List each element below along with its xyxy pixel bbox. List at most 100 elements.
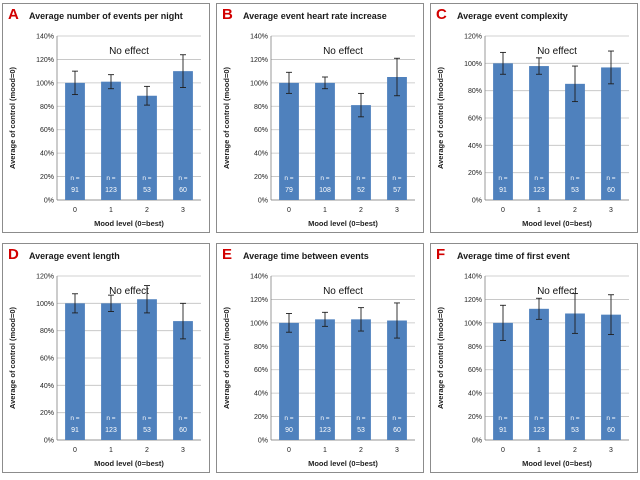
chart-panel-e: E Average time between events 0% 20% 40% 60… xyxy=(216,243,424,473)
x-tick-label: 1 xyxy=(323,207,327,214)
y-tick-label: 40% xyxy=(468,143,482,150)
y-tick-label: 60% xyxy=(254,367,268,374)
y-tick-label: 20% xyxy=(254,414,268,421)
n-value: 91 xyxy=(71,427,79,434)
y-tick-label: 100% xyxy=(250,80,268,87)
x-tick-label: 1 xyxy=(109,207,113,214)
y-axis-title: Average of control (mood=0) xyxy=(8,66,17,169)
bar xyxy=(315,82,335,200)
y-tick-label: 60% xyxy=(468,367,482,374)
bar xyxy=(137,95,157,200)
n-value: 52 xyxy=(357,187,365,194)
n-label: n = xyxy=(498,175,507,182)
x-tick-label: 2 xyxy=(145,447,149,454)
n-label: n = xyxy=(284,175,293,182)
y-tick-label: 40% xyxy=(40,151,54,158)
x-axis-title: Mood level (0=best) xyxy=(522,219,592,228)
bar xyxy=(137,299,157,440)
n-label: n = xyxy=(320,415,329,422)
n-label: n = xyxy=(534,415,543,422)
n-value: 90 xyxy=(285,427,293,434)
x-tick-label: 1 xyxy=(537,207,541,214)
chart-plot: 0% 20% 40% 60% 80% 100% 120% Average of control… xyxy=(436,34,629,228)
y-tick-label: 100% xyxy=(36,301,54,308)
y-tick-label: 100% xyxy=(464,320,482,327)
chart-title: Average event complexity xyxy=(457,11,568,21)
n-label: n = xyxy=(570,415,579,422)
y-axis-title: Average of control (mood=0) xyxy=(8,306,17,409)
bar xyxy=(279,322,299,440)
chart-annotation: No effect xyxy=(323,46,363,57)
chart-annotation: No effect xyxy=(537,46,577,57)
x-axis-title: Mood level (0=best) xyxy=(94,219,164,228)
panel-letter: F xyxy=(436,246,446,263)
y-tick-label: 20% xyxy=(468,414,482,421)
y-tick-label: 140% xyxy=(464,274,482,281)
chart-title: Average time of first event xyxy=(457,251,570,261)
y-axis-title: Average of control (mood=0) xyxy=(436,306,445,409)
x-axis-title: Mood level (0=best) xyxy=(522,459,592,468)
bar xyxy=(493,63,513,201)
y-axis-title: Average of control (mood=0) xyxy=(222,66,231,169)
x-tick-label: 1 xyxy=(109,447,113,454)
n-value: 57 xyxy=(393,187,401,194)
bar xyxy=(529,308,549,440)
chart-plot: 0% 20% 40% 60% 80% 100% 120% 140% Average of con… xyxy=(436,274,629,468)
panel-letter: E xyxy=(222,246,233,263)
y-tick-label: 40% xyxy=(40,383,54,390)
y-tick-label: 100% xyxy=(250,320,268,327)
x-tick-label: 2 xyxy=(359,207,363,214)
y-tick-label: 0% xyxy=(472,438,482,445)
n-value: 60 xyxy=(393,427,401,434)
n-label: n = xyxy=(534,175,543,182)
panel-letter: B xyxy=(222,6,233,23)
n-value: 123 xyxy=(105,187,117,194)
y-tick-label: 120% xyxy=(250,57,268,64)
x-axis-title: Mood level (0=best) xyxy=(308,459,378,468)
bar xyxy=(173,321,193,440)
n-value: 123 xyxy=(319,427,331,434)
x-tick-label: 2 xyxy=(573,447,577,454)
n-label: n = xyxy=(356,175,365,182)
y-tick-label: 60% xyxy=(40,356,54,363)
n-value: 60 xyxy=(179,187,187,194)
n-label: n = xyxy=(70,415,79,422)
y-tick-label: 120% xyxy=(250,297,268,304)
chart-plot: 0% 20% 40% 60% 80% 100% 120% Average of control… xyxy=(8,274,201,468)
n-label: n = xyxy=(178,415,187,422)
bar xyxy=(173,71,193,201)
n-label: n = xyxy=(498,415,507,422)
x-tick-label: 3 xyxy=(181,207,185,214)
n-label: n = xyxy=(142,415,151,422)
bar xyxy=(565,313,585,440)
y-axis-title: Average of control (mood=0) xyxy=(222,306,231,409)
chart-panel-c: C Average event complexity 0% 20% 40% 60% 80… xyxy=(430,3,638,233)
n-label: n = xyxy=(178,175,187,182)
n-label: n = xyxy=(392,415,401,422)
y-tick-label: 40% xyxy=(254,391,268,398)
bar xyxy=(65,303,85,440)
bar xyxy=(601,67,621,200)
x-tick-label: 0 xyxy=(73,447,77,454)
bar xyxy=(351,105,371,200)
x-axis-title: Mood level (0=best) xyxy=(94,459,164,468)
x-tick-label: 3 xyxy=(395,207,399,214)
y-tick-label: 80% xyxy=(468,344,482,351)
x-tick-label: 2 xyxy=(359,447,363,454)
y-tick-label: 60% xyxy=(40,127,54,134)
chart-panel-f: F Average time of first event 0% 20% 40% 60… xyxy=(430,243,638,473)
x-tick-label: 3 xyxy=(395,447,399,454)
n-value: 60 xyxy=(179,427,187,434)
chart-plot: 0% 20% 40% 60% 80% 100% 120% 140% Average of con… xyxy=(8,34,201,228)
n-label: n = xyxy=(606,175,615,182)
n-value: 60 xyxy=(607,427,615,434)
n-value: 79 xyxy=(285,187,293,194)
panel-letter: D xyxy=(8,246,19,263)
x-tick-label: 0 xyxy=(73,207,77,214)
chart-title: Average time between events xyxy=(243,251,369,261)
n-label: n = xyxy=(284,415,293,422)
x-tick-label: 3 xyxy=(609,447,613,454)
n-value: 53 xyxy=(143,187,151,194)
y-tick-label: 80% xyxy=(40,328,54,335)
bar xyxy=(351,319,371,440)
